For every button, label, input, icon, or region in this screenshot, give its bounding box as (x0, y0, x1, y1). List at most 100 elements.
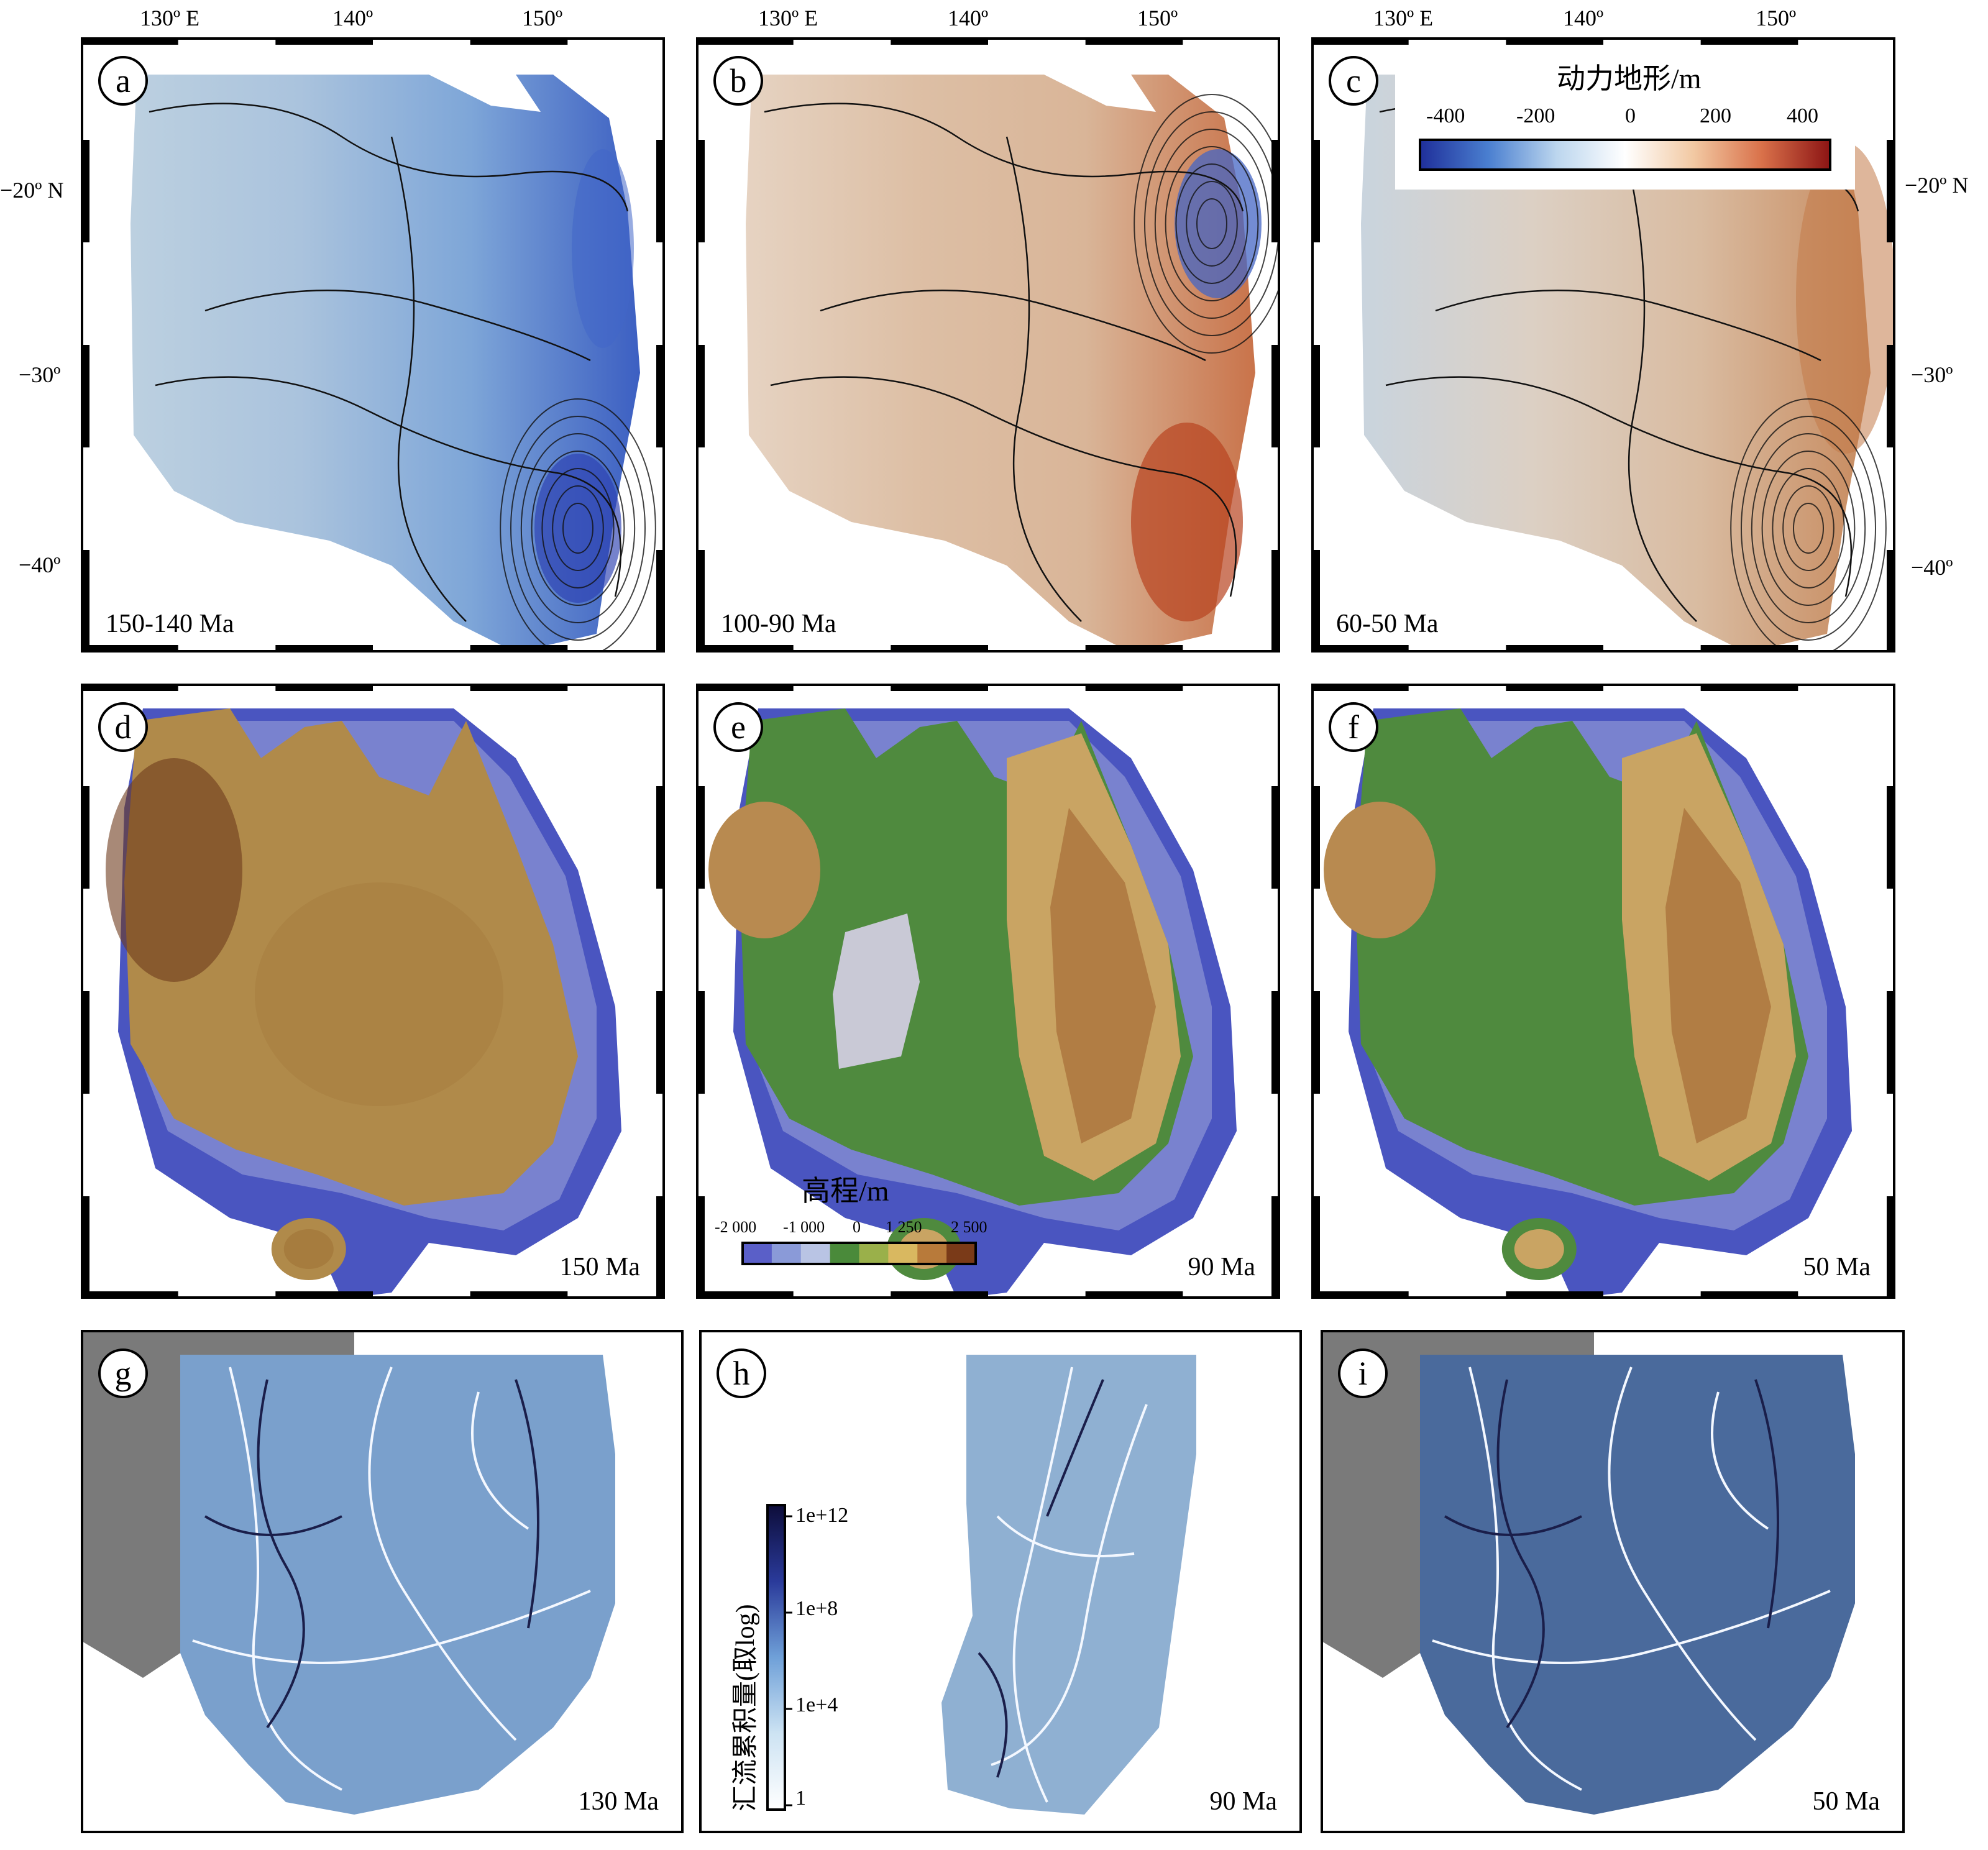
highland-peak (1050, 808, 1156, 1143)
panel-g: g 130 Ma (81, 1330, 684, 1833)
frame-e (696, 684, 1280, 1299)
contour-line (500, 398, 656, 653)
dynamic-topography-field (1361, 75, 1871, 653)
panel-label-i: i (1338, 1349, 1388, 1398)
highland (1324, 802, 1436, 938)
panel-b: b 100-90 Ma (696, 37, 1280, 653)
panel-label-b: b (713, 56, 763, 106)
gulf-gap (1044, 75, 1156, 112)
map-a (131, 75, 656, 653)
river-trunk (1468, 1367, 1582, 1791)
legend-flow-accumulation: 汇流累积量(取log) 1e+12 1e+8 1e+4 1 (715, 1498, 882, 1827)
river-tributary (1496, 1379, 1545, 1729)
contour-line (1761, 451, 1856, 606)
river-tributary (515, 1379, 539, 1629)
panel-age-f: 50 Ma (1803, 1253, 1871, 1281)
panel-age-e: 90 Ma (1188, 1253, 1256, 1281)
lat-label-left-30: −30º (19, 362, 61, 387)
legend-elevation-tick-0: 0 (853, 1218, 861, 1236)
river-tributary (204, 1515, 342, 1536)
elevation-colorbar-step (800, 1243, 831, 1264)
contour-line (541, 468, 615, 588)
legend-flow-tick-1e4: 1e+4 (795, 1693, 838, 1716)
legend-elevation-colorbar (741, 1242, 977, 1265)
river-trunk (368, 1367, 517, 1741)
map-d (81, 684, 665, 1299)
contour-line (1741, 416, 1876, 641)
lon-label-a-130: 130º E (140, 6, 200, 30)
legend-flow-colorbar (766, 1504, 792, 1811)
high-anomaly (1796, 143, 1895, 454)
river-tributary (978, 1652, 1008, 1778)
map-g (81, 1330, 684, 1833)
legend-dynamic-title: 动力地形/m (1557, 63, 1702, 94)
river-trunk (996, 1515, 1135, 1557)
elevation-colorbar-step (946, 1243, 976, 1264)
elevation-colorbar-step (917, 1243, 948, 1264)
legend-flow-tick-1e12: 1e+12 (795, 1504, 849, 1527)
river-trunk (1012, 1367, 1073, 1803)
frame-f (1311, 684, 1895, 1299)
legend-dynamic-colorbar (1419, 139, 1831, 171)
drainage-network-area (180, 1355, 615, 1815)
frame-i (1321, 1330, 1905, 1833)
river-trunk (471, 1391, 529, 1530)
legend-elevation-tick-2500: 2 500 (951, 1218, 987, 1236)
legend-dynamic-tick-200: 200 (1700, 104, 1731, 127)
legend-elevation-tick-m1000: -1 000 (783, 1218, 825, 1236)
legend-elevation: 高程/m -2 000 -1 000 0 1 250 2 500 (715, 1168, 1007, 1268)
basin (833, 914, 920, 1069)
river-trunk (1711, 1391, 1769, 1530)
panel-f: f 50 Ma (1311, 684, 1895, 1299)
elevation-colorbar-step (830, 1243, 860, 1264)
dynamic-topography-field (131, 75, 640, 653)
elevation-colorbar-step (888, 1243, 918, 1264)
map-h (699, 1330, 1302, 1833)
panel-label-e: e (713, 702, 763, 752)
contour-line (149, 103, 629, 212)
legend-dynamic-tick-m200: -200 (1516, 104, 1555, 127)
contour-line (1730, 398, 1887, 653)
contour-line (1772, 468, 1845, 588)
legend-elevation-title: 高程/m (802, 1175, 889, 1207)
elevation-colorbar-step (771, 1243, 802, 1264)
contour-line (1186, 181, 1238, 267)
map-e (696, 684, 1280, 1299)
elevation-colorbar-step (743, 1243, 772, 1264)
frame-b (696, 37, 1280, 653)
lon-label-b-150: 150º (1137, 6, 1178, 30)
lat-label-right-30: −30º (1911, 362, 1953, 387)
legend-dynamic-tick-0: 0 (1625, 104, 1636, 127)
drainage-network-area (941, 1355, 1196, 1815)
river-trunk (229, 1367, 342, 1791)
contour-line (1165, 146, 1259, 301)
contour-line (1196, 198, 1227, 249)
panel-a: a 150-140 Ma (81, 37, 665, 653)
panel-age-c: 60-50 Ma (1336, 610, 1439, 638)
contour-line (1175, 163, 1248, 284)
highland-peak (1665, 808, 1771, 1143)
contour-line (764, 103, 1244, 212)
river-trunk (1608, 1367, 1757, 1741)
river-trunk (192, 1590, 591, 1664)
panel-d: d 150 Ma (81, 684, 665, 1299)
legend-dynamic-tick-400: 400 (1787, 104, 1818, 127)
river-tributary (257, 1379, 305, 1729)
contour-line (1751, 433, 1866, 623)
lat-label-left-20: −20º N (0, 178, 64, 203)
contour-line (390, 136, 467, 622)
legend-dynamic-topography: 动力地形/m -400 -200 0 200 400 (1395, 50, 1855, 190)
panel-age-g: 130 Ma (578, 1787, 659, 1816)
gulf-gap (429, 75, 541, 112)
river-tributary (1046, 1379, 1104, 1517)
tasmania-highland (1514, 1229, 1564, 1269)
legend-flow-tick-1e8: 1e+8 (795, 1597, 838, 1620)
panel-label-g: g (98, 1349, 148, 1398)
elevation-colorbar-step (859, 1243, 889, 1264)
panel-label-h: h (717, 1349, 766, 1398)
lon-label-c-150: 150º (1756, 6, 1797, 30)
legend-elevation-tick-1250: 1 250 (886, 1218, 922, 1236)
panel-age-a: 150-140 Ma (106, 610, 234, 638)
panel-e: e 90 Ma (696, 684, 1280, 1299)
contour-line (562, 503, 593, 554)
